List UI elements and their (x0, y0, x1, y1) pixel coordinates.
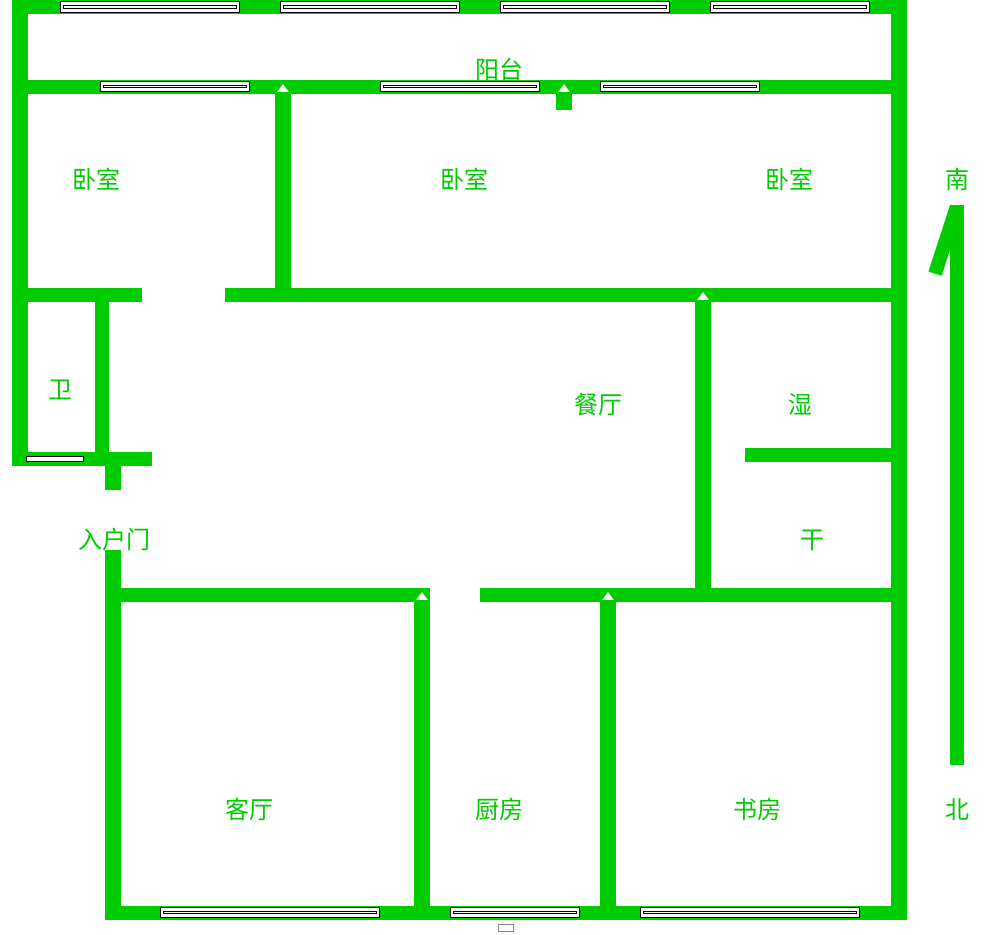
wall-bed3-left (695, 288, 711, 448)
wall-kitchen-right (600, 588, 616, 918)
label-bathroom: 卫 (48, 370, 72, 405)
door-marker-kitchen-l (416, 592, 428, 600)
wall-wet-left (695, 448, 711, 558)
label-living: 客厅 (225, 790, 273, 825)
label-study: 书房 (733, 790, 781, 825)
window-wc (26, 456, 84, 462)
wall-entry-jamb (105, 465, 121, 490)
label-north: 北 (945, 790, 969, 825)
wall-bed1-bot-left (12, 288, 142, 302)
label-wet: 湿 (788, 385, 812, 420)
wall-bed1-bot-right (225, 288, 375, 302)
window-bottom-3 (640, 907, 860, 918)
floorplan-canvas: 阳台 卧室 卧室 卧室 卫 入户门 餐厅 湿 干 客厅 厨房 书房 南 北 (0, 0, 1007, 935)
label-bedroom1: 卧室 (72, 160, 120, 195)
wall-hall-bot (105, 588, 430, 602)
label-kitchen: 厨房 (475, 790, 523, 825)
window-bottom-1 (160, 907, 380, 918)
scroll-tab-icon (498, 924, 514, 932)
wall-wc-right (95, 288, 109, 458)
window-balcony-1 (60, 1, 240, 13)
door-marker-bed2 (558, 84, 570, 92)
door-marker-kitchen-r (602, 592, 614, 600)
wall-lower-sep (695, 588, 907, 602)
wall-wet-bot (745, 448, 907, 462)
label-bedroom2: 卧室 (440, 160, 488, 195)
window-balfloor-1 (100, 81, 250, 92)
label-balcony: 阳台 (475, 50, 523, 85)
wall-dry-top (695, 552, 711, 588)
window-balcony-3 (500, 1, 670, 13)
wall-kitchen-left (414, 588, 430, 918)
label-entrance: 入户门 (78, 520, 150, 555)
window-balcony-2 (280, 1, 460, 13)
window-balcony-4 (710, 1, 870, 13)
wall-bed3-bot (695, 288, 907, 302)
wall-kitchen-top (480, 588, 695, 602)
label-dry: 干 (800, 520, 824, 555)
window-balfloor-3 (600, 81, 760, 92)
window-bottom-2 (450, 907, 580, 918)
door-marker-bed3 (697, 292, 709, 300)
door-marker-bed1 (277, 84, 289, 92)
wall-wc-top (12, 288, 28, 458)
label-south: 南 (945, 160, 969, 195)
wall-bed1-right (275, 80, 291, 300)
label-bedroom3: 卧室 (765, 160, 813, 195)
wall-bed2-bot (375, 288, 695, 302)
compass-main (950, 205, 964, 765)
wall-outer-left-lower (105, 550, 121, 920)
label-dining: 餐厅 (574, 385, 622, 420)
